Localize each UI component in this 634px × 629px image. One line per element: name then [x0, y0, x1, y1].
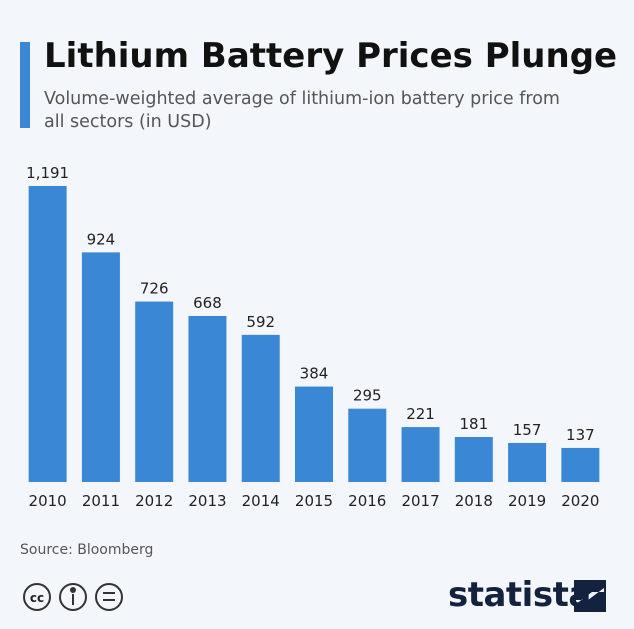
x-tick-label: 2012 — [135, 492, 173, 510]
x-tick-label: 2011 — [82, 492, 120, 510]
value-label: 726 — [140, 280, 169, 298]
x-tick-label: 2013 — [188, 492, 226, 510]
value-label: 668 — [193, 294, 222, 312]
bar — [135, 301, 174, 482]
bar — [295, 386, 333, 482]
svg-text:cc: cc — [30, 591, 44, 605]
bar — [401, 427, 440, 482]
bar — [454, 437, 493, 482]
chart-subtitle: Volume-weighted average of lithium-ion b… — [44, 89, 560, 132]
value-label: 157 — [513, 421, 542, 439]
source-note: Source: Bloomberg — [20, 542, 154, 558]
value-label: 1,191 — [26, 164, 69, 182]
chart-title: Lithium Battery Prices Plunge — [44, 36, 618, 76]
brand-icon — [574, 580, 606, 612]
title-accent — [20, 42, 30, 128]
x-tick-label: 2017 — [401, 492, 439, 510]
x-tick-label: 2010 — [29, 492, 67, 510]
x-tick-label: 2020 — [561, 492, 599, 510]
bar — [81, 252, 120, 482]
value-label: 924 — [87, 230, 116, 248]
x-tick-label: 2014 — [242, 492, 280, 510]
bar — [561, 447, 600, 482]
x-tick-label: 2016 — [348, 492, 386, 510]
x-tick-label: 2018 — [455, 492, 493, 510]
license-icons: cc — [23, 583, 123, 611]
value-label: 181 — [459, 415, 488, 433]
value-label: 137 — [566, 426, 595, 444]
x-tick-label: 2019 — [508, 492, 546, 510]
x-tick-label: 2015 — [295, 492, 333, 510]
value-label: 295 — [353, 387, 382, 405]
bar — [508, 442, 547, 482]
value-label: 592 — [246, 313, 275, 331]
bar — [28, 186, 67, 482]
bar — [348, 408, 387, 482]
bar — [241, 334, 280, 482]
brand-logo: statista — [448, 575, 591, 615]
value-label: 384 — [300, 365, 329, 383]
bar — [188, 315, 227, 482]
value-label: 221 — [406, 405, 435, 423]
